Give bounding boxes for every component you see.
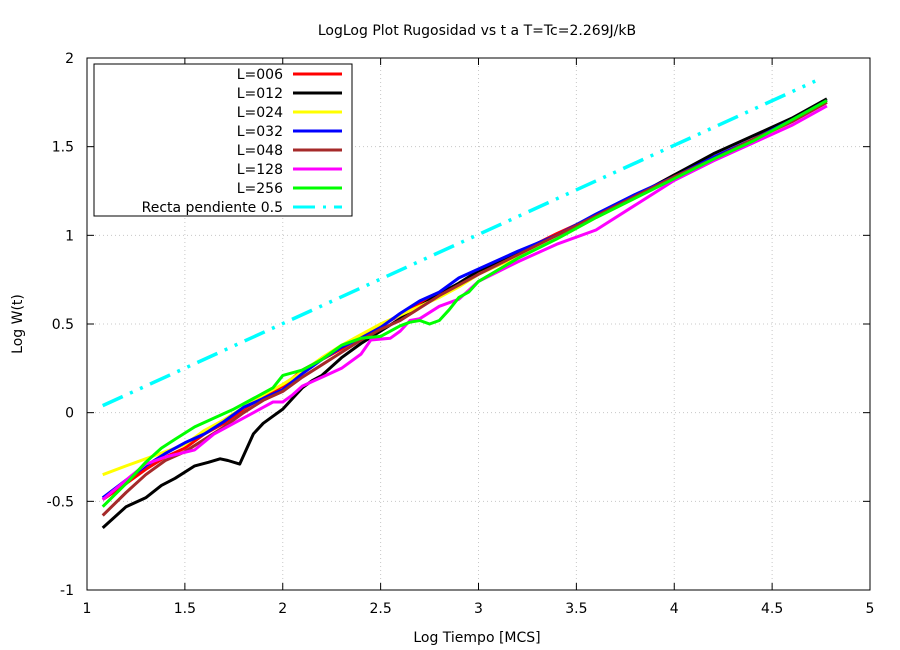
series-layer: [101, 79, 828, 530]
y-tick-label: 1: [65, 228, 74, 244]
x-tick-label: 2: [278, 601, 287, 617]
y-axis-label: Log W(t): [10, 294, 26, 354]
y-tick-label: 2: [65, 51, 74, 67]
legend-label-3: L=032: [237, 124, 283, 140]
legend-label-4: L=048: [237, 143, 283, 159]
y-tick-label: 0.5: [52, 317, 74, 333]
axis-ticks: 1 1.5 2 2.5 3 3.5 4 4.5 5 -1 -0.5 0 0.5 1 1.5 2: [47, 51, 875, 617]
legend-label-5: L=128: [237, 162, 283, 178]
legend-label-7: Recta pendiente 0.5: [142, 200, 283, 216]
y-tick-label: -0.5: [47, 494, 74, 510]
y-tick-label: 0: [65, 406, 74, 422]
legend-label-6: L=256: [237, 181, 283, 197]
series-line-5: [101, 104, 828, 501]
series-line-6: [101, 99, 828, 508]
legend-label-2: L=024: [237, 105, 283, 121]
x-axis-label: Log Tiempo [MCS]: [413, 630, 540, 646]
legend-box: [93, 63, 353, 217]
legend: L=006 L=012 L=024 L=032 L=048 L=128 L=256 Recta…: [93, 63, 353, 217]
y-tick-label: 1.5: [52, 140, 74, 156]
chart-title: LogLog Plot Rugosidad vs t a T=Tc=2.269J…: [318, 23, 636, 39]
x-tick-label: 5: [866, 601, 875, 617]
x-tick-label: 3.5: [565, 601, 587, 617]
y-tick-label: -1: [60, 583, 74, 599]
x-tick-label: 1: [83, 601, 92, 617]
legend-label-0: L=006: [237, 67, 283, 83]
x-tick-label: 2.5: [369, 601, 391, 617]
x-tick-label: 1.5: [174, 601, 196, 617]
x-tick-label: 3: [474, 601, 483, 617]
series-line-4: [101, 100, 828, 517]
x-tick-label: 4: [670, 601, 679, 617]
legend-label-1: L=012: [237, 86, 283, 102]
x-tick-label: 4.5: [761, 601, 783, 617]
